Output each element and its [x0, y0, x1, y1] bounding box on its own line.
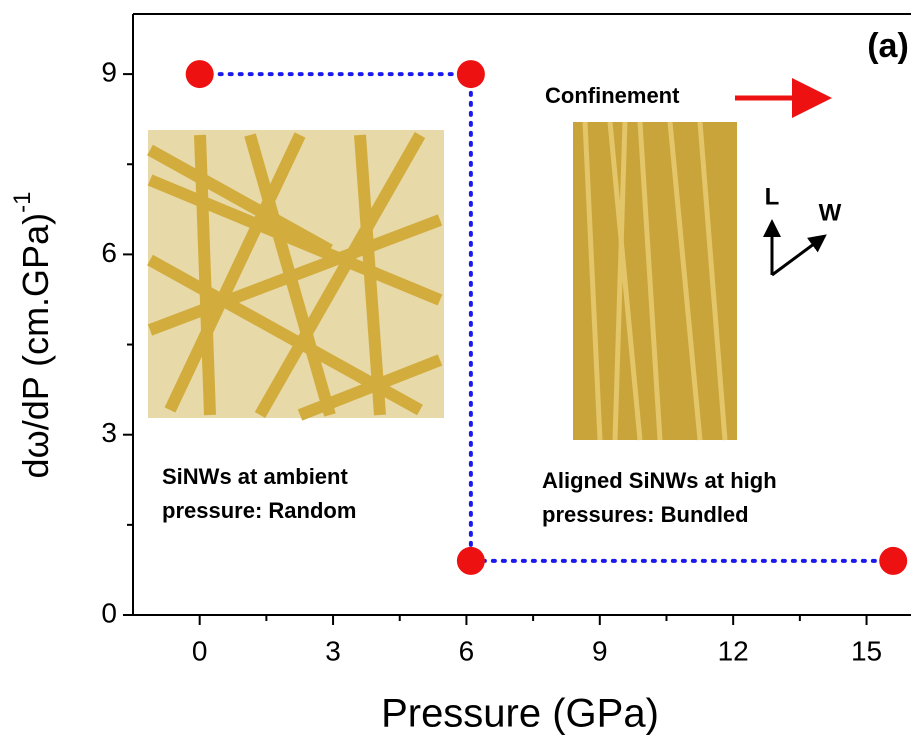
annotation: Confinement — [545, 83, 680, 108]
y-tick-label: 9 — [101, 56, 117, 87]
y-tick-label: 6 — [101, 237, 117, 268]
y-tick-label: 0 — [101, 597, 117, 628]
x-tick-label: 15 — [851, 635, 882, 666]
x-tick-label: 3 — [325, 635, 341, 666]
photo-random — [147, 130, 444, 421]
data-point — [456, 60, 485, 89]
x-tick-label: 12 — [718, 635, 749, 666]
data-point — [185, 60, 214, 89]
annotation: pressure: Random — [162, 498, 356, 523]
y-tick-label: 3 — [101, 417, 117, 448]
y-label-main: dω/dP (cm.GPa) — [15, 213, 56, 479]
data-point — [456, 546, 485, 575]
annotation: SiNWs at ambient — [162, 464, 348, 489]
data-point — [879, 546, 908, 575]
annotation: W — [819, 199, 842, 226]
x-tick-label: 0 — [192, 635, 208, 666]
y-label-sup: -1 — [9, 192, 36, 213]
y-axis-label: dω/dP (cm.GPa)-1 — [9, 192, 55, 479]
annotation: Aligned SiNWs at high — [542, 468, 777, 493]
x-tick-label: 6 — [459, 635, 475, 666]
photo-bundled — [573, 121, 737, 441]
annotation: pressures: Bundled — [542, 502, 749, 527]
w-arrow — [771, 234, 827, 277]
x-tick-label: 9 — [592, 635, 608, 666]
panel-label: (a) — [867, 27, 909, 65]
connector-line — [197, 72, 896, 563]
annotation: L — [765, 183, 780, 210]
x-axis-label: Pressure (GPa) — [381, 692, 659, 736]
